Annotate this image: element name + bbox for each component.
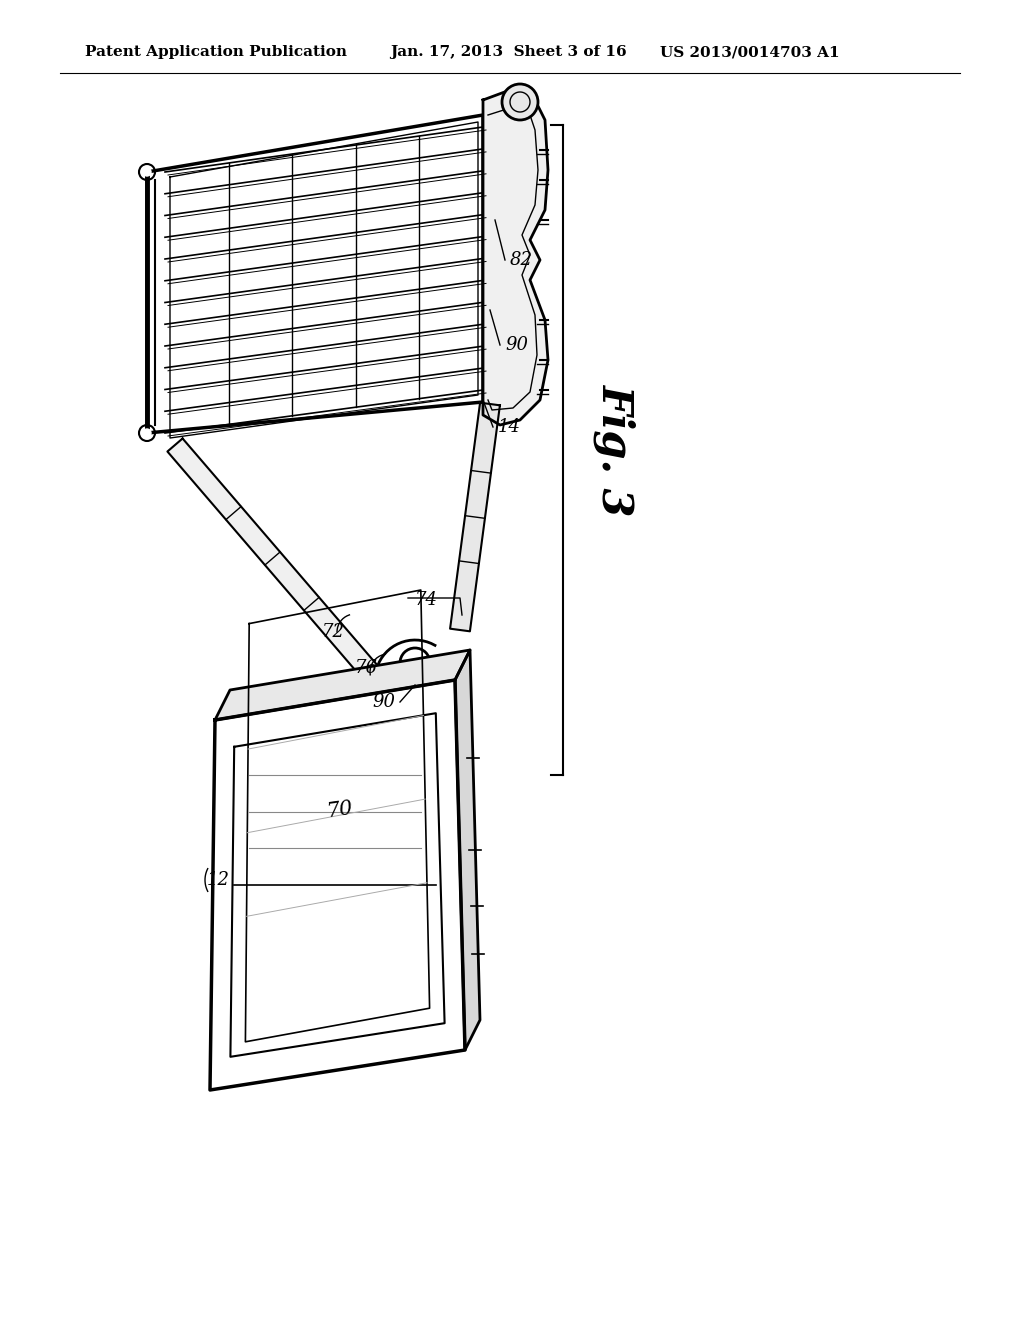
Text: 90: 90 xyxy=(505,337,528,354)
Polygon shape xyxy=(210,680,465,1090)
Polygon shape xyxy=(483,90,548,425)
Circle shape xyxy=(143,168,151,176)
Text: 12: 12 xyxy=(207,871,229,888)
Text: 90: 90 xyxy=(372,693,395,711)
Text: 76: 76 xyxy=(355,659,378,677)
Text: 74: 74 xyxy=(415,591,438,609)
Polygon shape xyxy=(451,403,500,631)
Polygon shape xyxy=(215,649,470,719)
Text: 82: 82 xyxy=(510,251,534,269)
Circle shape xyxy=(143,429,151,437)
Text: Fig. 3: Fig. 3 xyxy=(594,384,636,516)
Polygon shape xyxy=(455,649,480,1049)
Text: Patent Application Publication: Patent Application Publication xyxy=(85,45,347,59)
Text: 70: 70 xyxy=(326,799,354,821)
Text: 14: 14 xyxy=(498,418,521,436)
Text: 72: 72 xyxy=(322,623,345,642)
Text: Jan. 17, 2013  Sheet 3 of 16: Jan. 17, 2013 Sheet 3 of 16 xyxy=(390,45,627,59)
Text: US 2013/0014703 A1: US 2013/0014703 A1 xyxy=(660,45,840,59)
Circle shape xyxy=(502,84,538,120)
Polygon shape xyxy=(167,438,378,678)
